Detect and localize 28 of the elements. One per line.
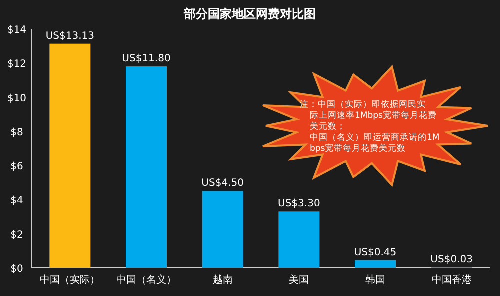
bar [202, 191, 244, 268]
x-tick-label: 美国 [289, 274, 310, 286]
data-label: US$13.13 [46, 30, 95, 42]
y-tick-label: $10 [7, 93, 27, 104]
bar [278, 212, 320, 268]
bar [355, 260, 396, 268]
data-label: US$0.03 [430, 254, 473, 266]
x-tick-label: 中国（名义） [116, 274, 176, 286]
data-label: US$11.80 [122, 54, 171, 65]
data-label: US$3.30 [278, 198, 320, 210]
y-tick-label: $0 [10, 264, 24, 275]
y-tick-label: $8 [10, 127, 24, 138]
y-tick-label: $2 [10, 230, 24, 241]
x-tick-label: 中国香港 [432, 274, 472, 286]
annotation: 中国（名义）即运营商承诺的1Mbps宽带每月花费美元数 [310, 132, 440, 154]
x-tick-label: 韩国 [366, 274, 386, 286]
y-tick-label: $4 [10, 196, 24, 207]
bar [50, 44, 91, 268]
annotation: 注：中国（实际）即依据网民实际上网速率1Mbps宽带每月花费美元数； [300, 99, 437, 132]
chart-title: 部分国家地区网费对比图 [183, 7, 316, 21]
x-tick-label: 中国（实际） [40, 274, 100, 286]
data-label: US$4.50 [202, 178, 244, 190]
y-tick-label: $12 [7, 59, 27, 70]
x-tick-label: 越南 [212, 274, 233, 286]
data-label: US$0.45 [354, 247, 397, 258]
y-tick-label: $6 [10, 162, 24, 173]
y-tick-label: $14 [7, 25, 27, 36]
bar [126, 66, 167, 268]
